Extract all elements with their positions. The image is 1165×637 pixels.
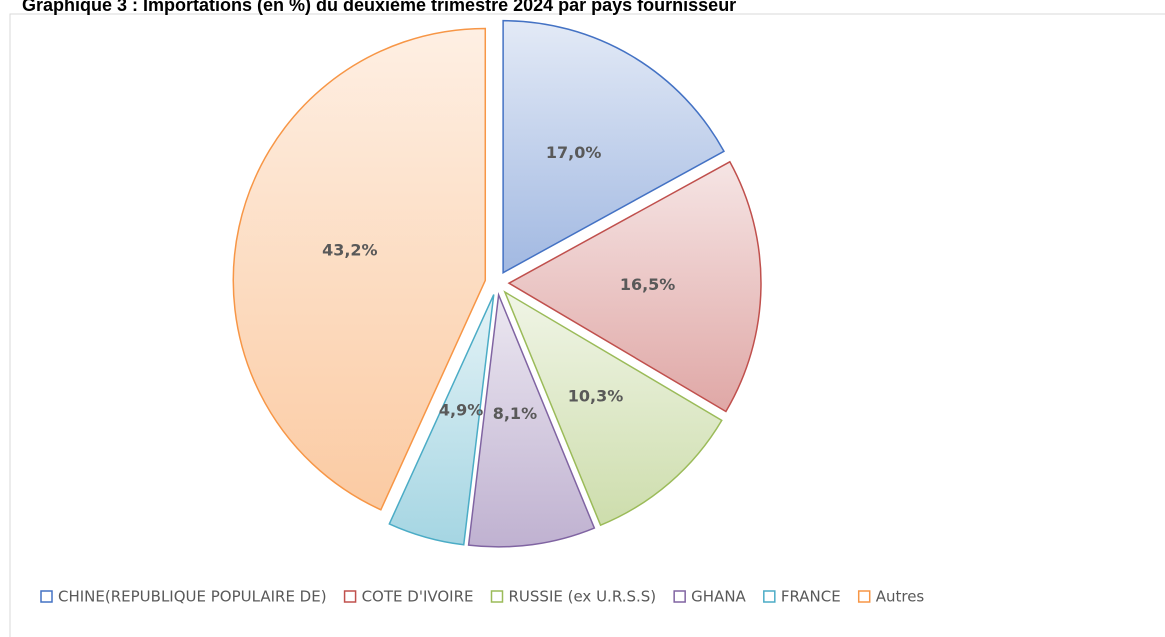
data-label: 17,0% [546,143,602,162]
legend-label: GHANA [691,588,746,606]
legend-swatch [673,590,686,603]
legend-label: CHINE(REPUBLIQUE POPULAIRE DE) [58,588,327,606]
legend-label: FRANCE [781,588,841,606]
legend-swatch [343,590,357,603]
legend-swatch [763,590,776,603]
data-label: 16,5% [620,275,676,294]
legend-swatch [857,590,871,603]
data-label: 43,2% [322,241,378,260]
pie-slice [232,27,487,511]
data-label: 8,1% [493,404,537,423]
legend-swatch [490,590,504,603]
chart-title: Graphique 3 : Importations (en %) du deu… [22,0,736,15]
legend-label: RUSSIE (ex U.R.S.S) [509,588,657,606]
pie-slice [502,19,725,274]
data-label: 4,9% [439,401,483,420]
legend-label: Autres [876,588,925,606]
pie-slice [507,160,762,413]
legend-label: COTE D'IVOIRE [362,588,474,606]
pie-slice [467,291,596,548]
pie-slice [388,294,495,546]
data-label: 10,3% [568,386,624,405]
pie-slice [503,290,723,527]
legend-swatch [40,590,53,603]
